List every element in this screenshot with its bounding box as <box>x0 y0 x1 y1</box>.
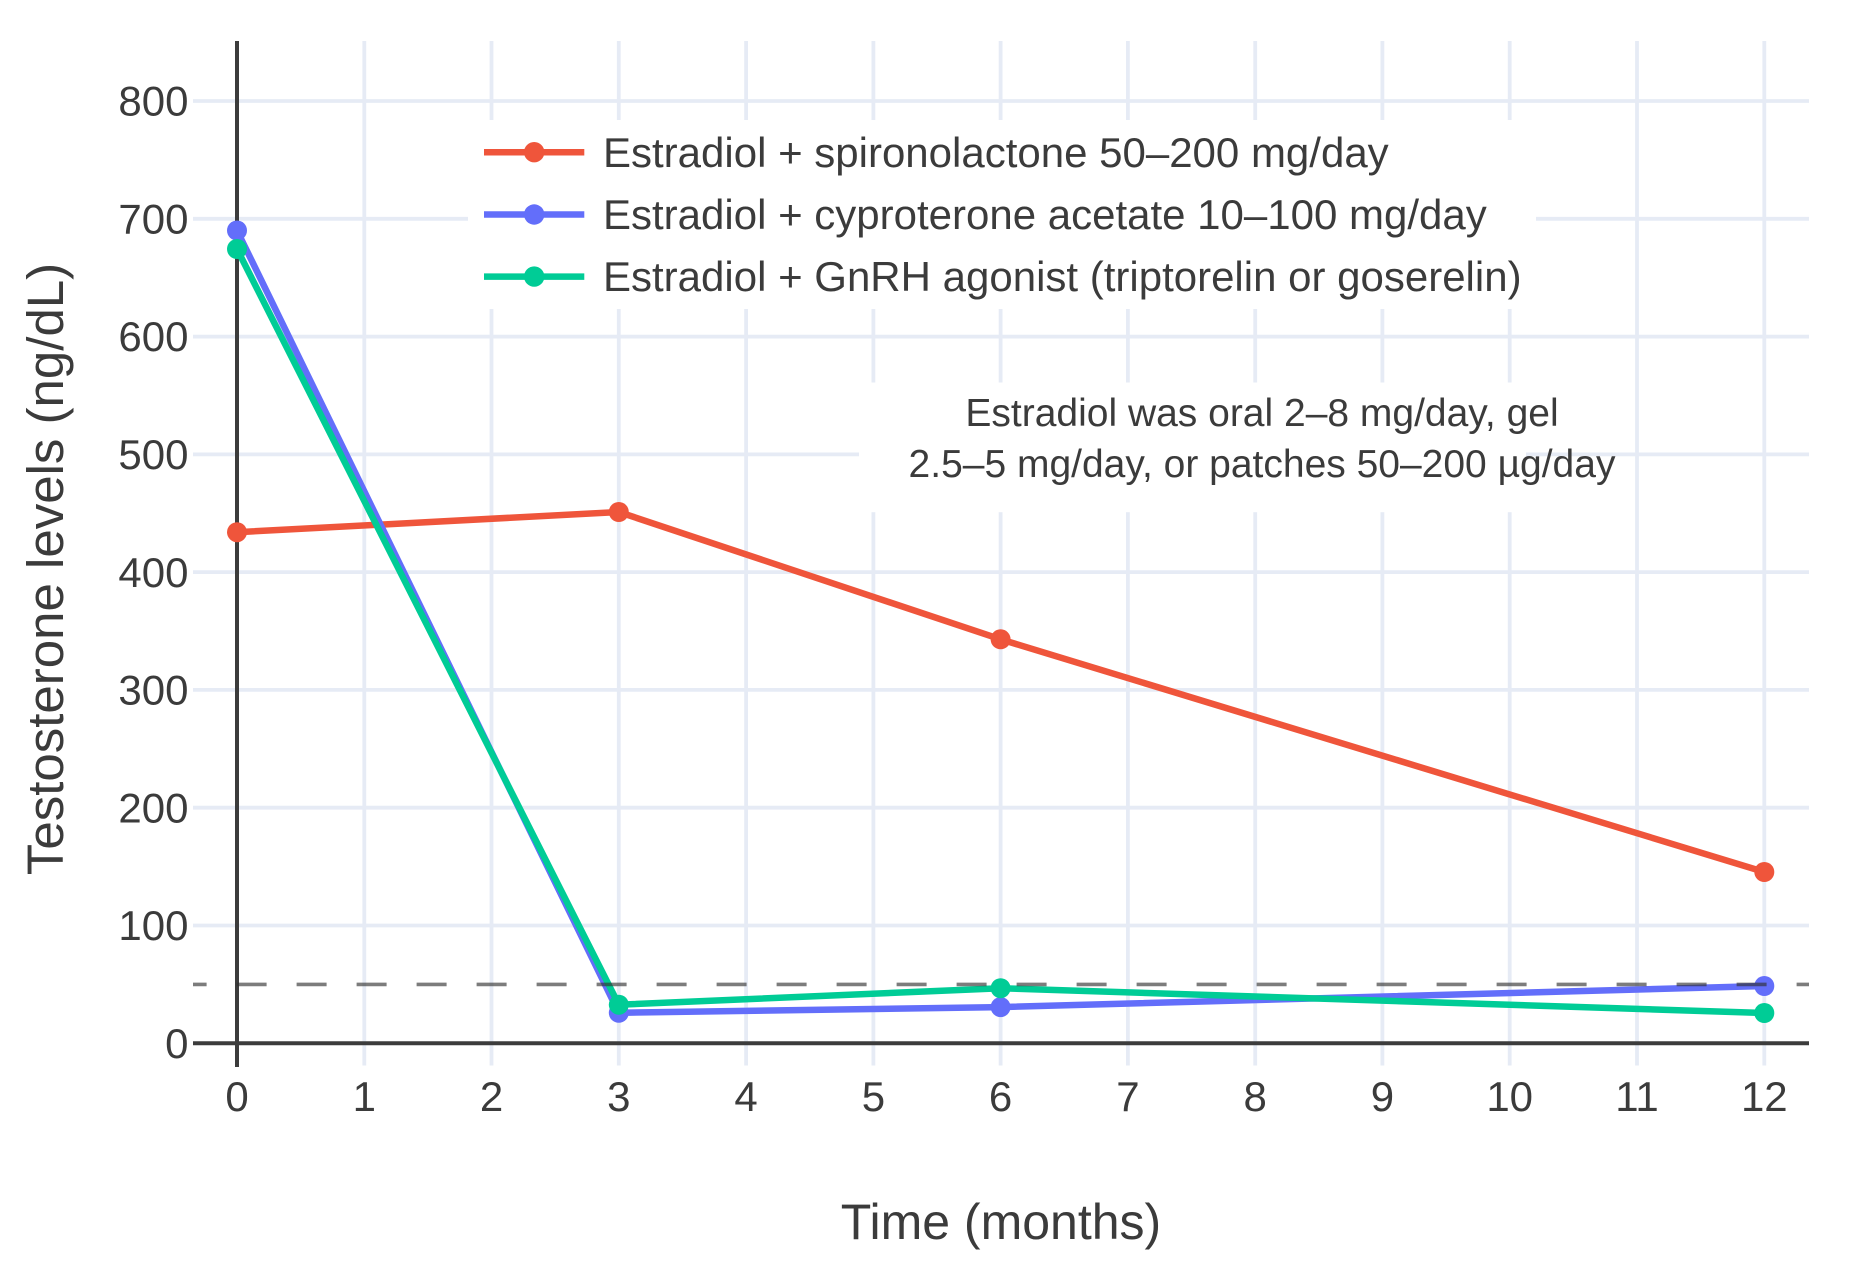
svg-text:10: 10 <box>1486 1073 1533 1120</box>
svg-text:Estradiol + spironolactone 50–: Estradiol + spironolactone 50–200 mg/day <box>603 129 1389 176</box>
svg-text:Estradiol + cyproterone acetat: Estradiol + cyproterone acetate 10–100 m… <box>603 191 1487 238</box>
svg-text:Time (months): Time (months) <box>841 1194 1161 1250</box>
svg-text:Testosterone levels (ng/dL): Testosterone levels (ng/dL) <box>17 263 74 875</box>
svg-text:9: 9 <box>1371 1073 1394 1120</box>
svg-text:800: 800 <box>118 78 188 125</box>
svg-text:7: 7 <box>1116 1073 1139 1120</box>
svg-text:Estradiol was oral 2–8 mg/day,: Estradiol was oral 2–8 mg/day, gel <box>965 392 1558 435</box>
svg-text:4: 4 <box>734 1073 757 1120</box>
svg-text:11: 11 <box>1615 1073 1659 1120</box>
svg-text:600: 600 <box>118 313 188 360</box>
svg-text:100: 100 <box>118 902 188 949</box>
svg-text:400: 400 <box>118 549 188 596</box>
svg-text:2: 2 <box>480 1073 503 1120</box>
svg-text:Estradiol + GnRH agonist (trip: Estradiol + GnRH agonist (triptorelin or… <box>603 253 1522 300</box>
svg-text:3: 3 <box>607 1073 630 1120</box>
svg-text:8: 8 <box>1244 1073 1267 1120</box>
svg-text:6: 6 <box>989 1073 1012 1120</box>
svg-text:700: 700 <box>118 195 188 242</box>
svg-text:0: 0 <box>225 1073 248 1120</box>
svg-text:200: 200 <box>118 784 188 831</box>
svg-text:12: 12 <box>1741 1073 1788 1120</box>
svg-text:500: 500 <box>118 431 188 478</box>
svg-text:1: 1 <box>353 1073 376 1120</box>
svg-text:5: 5 <box>862 1073 885 1120</box>
svg-text:2.5–5 mg/day, or patches 50–20: 2.5–5 mg/day, or patches 50–200 µg/day <box>909 443 1616 486</box>
svg-text:0: 0 <box>165 1020 188 1067</box>
svg-text:300: 300 <box>118 667 188 714</box>
